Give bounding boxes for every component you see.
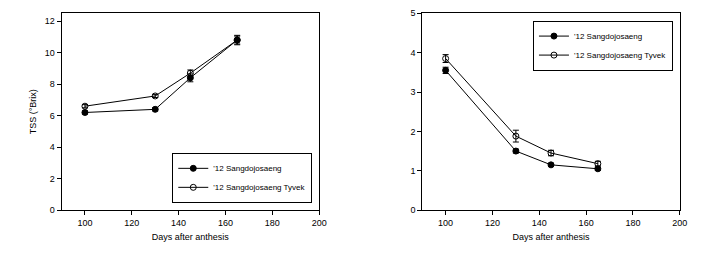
svg-text:200: 200 [672,218,687,228]
svg-text:160: 160 [218,218,233,228]
svg-text:5: 5 [410,8,415,18]
svg-text:160: 160 [579,218,594,228]
svg-text:8: 8 [50,79,55,89]
svg-text:100: 100 [77,218,92,228]
svg-text:180: 180 [625,218,640,228]
svg-text:0: 0 [50,205,55,215]
svg-text:140: 140 [171,218,186,228]
svg-text:0: 0 [410,205,415,215]
svg-text:Days after anthesis: Days after anthesis [512,232,590,242]
svg-text:6: 6 [50,111,55,121]
svg-text:10: 10 [45,48,55,58]
svg-text:'12 Sangdojosaeng: '12 Sangdojosaeng [574,32,642,41]
svg-text:3: 3 [410,87,415,97]
svg-text:100: 100 [438,218,453,228]
svg-text:1: 1 [410,166,415,176]
svg-text:'12 Sangdojosaeng: '12 Sangdojosaeng [213,164,281,173]
svg-text:180: 180 [265,218,280,228]
svg-text:4: 4 [50,142,55,152]
svg-text:120: 120 [124,218,139,228]
svg-text:2: 2 [50,174,55,184]
svg-text:'12 Sangdojosaeng Tyvek: '12 Sangdojosaeng Tyvek [213,183,305,192]
svg-text:200: 200 [312,218,327,228]
svg-text:140: 140 [532,218,547,228]
svg-text:12: 12 [45,16,55,26]
svg-text:4: 4 [410,48,415,58]
svg-text:2: 2 [410,127,415,137]
svg-text:TSS (°Brix): TSS (°Brix) [28,89,38,134]
svg-text:120: 120 [485,218,500,228]
svg-text:Days after anthesis: Days after anthesis [152,232,230,242]
svg-text:'12 Sangdojosaeng Tyvek: '12 Sangdojosaeng Tyvek [574,51,666,60]
